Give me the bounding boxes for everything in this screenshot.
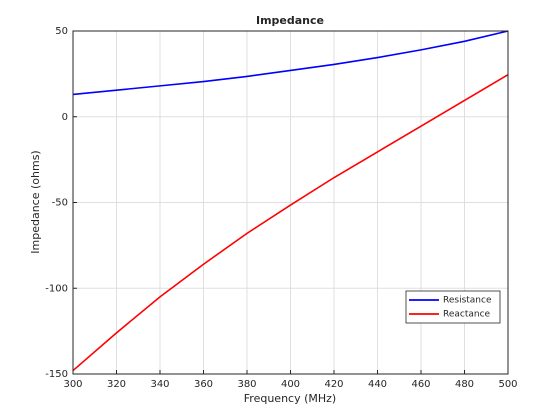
y-tick-label: -150 bbox=[45, 369, 68, 380]
x-tick-label: 480 bbox=[455, 379, 474, 390]
x-tick-label: 320 bbox=[107, 379, 126, 390]
x-tick-label: 380 bbox=[237, 379, 256, 390]
y-axis-label: Impedance (ohms) bbox=[29, 150, 42, 253]
x-tick-label: 420 bbox=[324, 379, 343, 390]
legend-label: Reactance bbox=[443, 310, 491, 320]
x-tick-label: 400 bbox=[281, 379, 300, 390]
x-tick-label: 340 bbox=[150, 379, 169, 390]
lines bbox=[72, 30, 509, 372]
y-tick-label: -100 bbox=[45, 283, 68, 294]
x-tick-label: 500 bbox=[498, 379, 517, 390]
series-line bbox=[72, 74, 509, 372]
x-tick-label: 440 bbox=[368, 379, 387, 390]
x-axis-label: Frequency (MHz) bbox=[244, 392, 336, 405]
y-tick-label: -50 bbox=[52, 198, 68, 209]
chart-title: Impedance bbox=[256, 14, 324, 27]
x-tick-label: 460 bbox=[411, 379, 430, 390]
legend: Resistance Reactance bbox=[405, 290, 501, 324]
y-tick-label: 50 bbox=[55, 26, 68, 37]
legend-box bbox=[405, 290, 501, 324]
legend-label: Resistance bbox=[443, 296, 492, 306]
x-tick-label: 300 bbox=[63, 379, 82, 390]
series-line bbox=[72, 30, 509, 96]
y-tick-label: 0 bbox=[62, 112, 68, 123]
x-tick-label: 360 bbox=[194, 379, 213, 390]
